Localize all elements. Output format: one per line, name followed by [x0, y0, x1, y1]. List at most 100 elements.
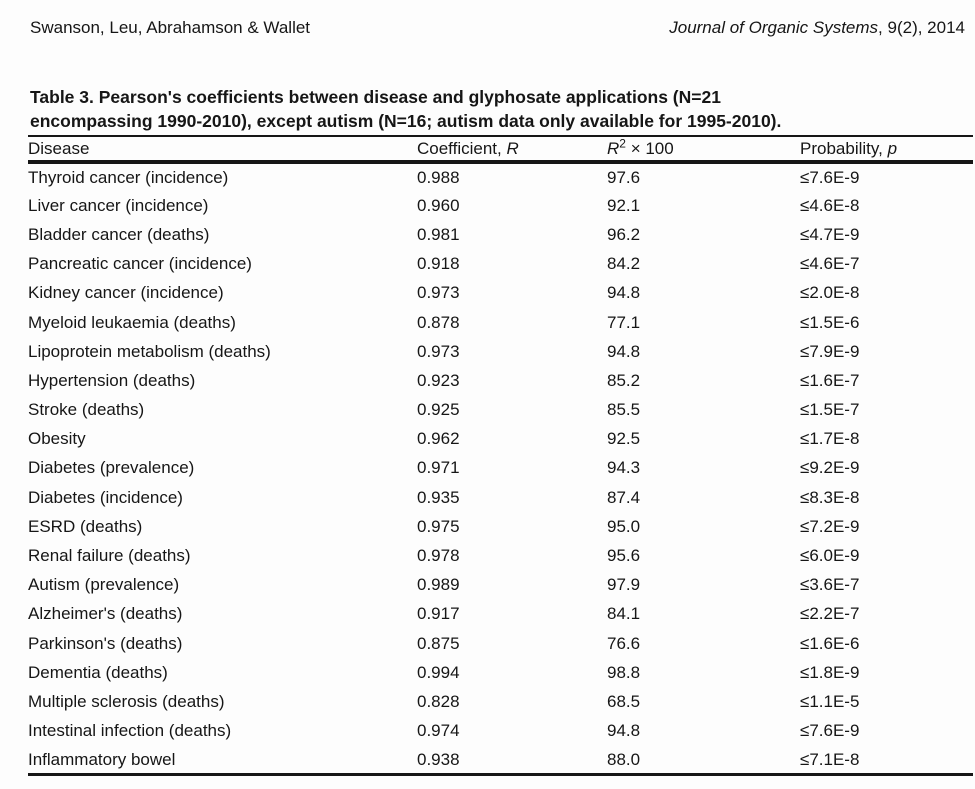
cell-probability: ≤1.1E-5 [800, 691, 860, 711]
table-row: Alzheimer's (deaths) 0.917 84.1 ≤2.2E-7 [28, 600, 973, 629]
cell-probability: ≤2.2E-7 [800, 604, 860, 624]
table-row: Liver cancer (incidence) 0.960 92.1 ≤4.6… [28, 191, 973, 220]
cell-r-squared: 95.6 [607, 546, 641, 566]
cell-coefficient: 0.917 [417, 604, 460, 624]
column-header-coefficient: Coefficient, R [417, 138, 519, 158]
cell-disease: Kidney cancer (incidence) [28, 283, 224, 303]
table-row: Diabetes (prevalence) 0.971 94.3 ≤9.2E-9 [28, 454, 973, 483]
running-head-journal: Journal of Organic Systems, 9(2), 2014 [669, 17, 965, 39]
table-row: Thyroid cancer (incidence) 0.988 97.6 ≤7… [28, 162, 973, 191]
column-header-disease: Disease [28, 138, 90, 158]
cell-coefficient: 0.981 [417, 224, 460, 244]
cell-probability: ≤4.7E-9 [800, 224, 860, 244]
table-row: Obesity 0.962 92.5 ≤1.7E-8 [28, 425, 973, 454]
cell-probability: ≤6.0E-9 [800, 546, 860, 566]
table-row: Renal failure (deaths) 0.978 95.6 ≤6.0E-… [28, 541, 973, 570]
cell-disease: Pancreatic cancer (incidence) [28, 254, 252, 274]
cell-r-squared: 92.5 [607, 429, 641, 449]
cell-probability: ≤4.6E-7 [800, 254, 860, 274]
cell-probability: ≤9.2E-9 [800, 458, 860, 478]
cell-r-squared: 92.1 [607, 195, 641, 215]
cell-disease: Diabetes (incidence) [28, 487, 183, 507]
table-row: Stroke (deaths) 0.925 85.5 ≤1.5E-7 [28, 396, 973, 425]
table-caption-line2: encompassing 1990-2010), except autism (… [30, 111, 782, 131]
pearson-coefficients-table: Disease Coefficient, R R 2 × 100 Probabil… [28, 135, 973, 776]
cell-r-squared: 94.3 [607, 458, 641, 478]
cell-coefficient: 0.978 [417, 546, 460, 566]
cell-coefficient: 0.925 [417, 400, 460, 420]
cell-probability: ≤1.6E-7 [800, 370, 860, 390]
cell-probability: ≤7.2E-9 [800, 516, 860, 536]
cell-probability: ≤7.6E-9 [800, 167, 860, 187]
r-squared-exponent: 2 [619, 135, 626, 150]
cell-disease: Multiple sclerosis (deaths) [28, 691, 225, 711]
cell-coefficient: 0.994 [417, 662, 460, 682]
cell-coefficient: 0.935 [417, 487, 460, 507]
running-head: Swanson, Leu, Abrahamson & Wallet Journa… [30, 17, 965, 39]
table-header-row: Disease Coefficient, R R 2 × 100 Probabil… [28, 136, 973, 162]
cell-probability: ≤1.5E-6 [800, 312, 860, 332]
cell-disease: ESRD (deaths) [28, 516, 143, 536]
cell-probability: ≤1.5E-7 [800, 400, 860, 420]
cell-probability: ≤3.6E-7 [800, 575, 860, 595]
cell-disease: Stroke (deaths) [28, 400, 145, 420]
table-caption: Table 3. Pearson's coefficients between … [30, 85, 965, 133]
cell-probability: ≤7.1E-8 [800, 749, 860, 769]
cell-r-squared: 85.2 [607, 370, 641, 390]
cell-r-squared: 97.9 [607, 575, 641, 595]
cell-r-squared: 94.8 [607, 283, 641, 303]
column-header-probability: Probability, p [800, 138, 898, 158]
cell-r-squared: 88.0 [607, 749, 641, 769]
table-row: Kidney cancer (incidence) 0.973 94.8 ≤2.… [28, 279, 973, 308]
cell-coefficient: 0.878 [417, 312, 460, 332]
cell-r-squared: 94.8 [607, 721, 641, 741]
cell-r-squared: 85.5 [607, 400, 641, 420]
cell-disease: Autism (prevalence) [28, 575, 180, 595]
cell-coefficient: 0.973 [417, 341, 460, 361]
cell-disease: Liver cancer (incidence) [28, 195, 209, 215]
running-head-authors: Swanson, Leu, Abrahamson & Wallet [30, 18, 311, 37]
table-row: Diabetes (incidence) 0.935 87.4 ≤8.3E-8 [28, 483, 973, 512]
table-row: Dementia (deaths) 0.994 98.8 ≤1.8E-9 [28, 658, 973, 687]
table-row: Hypertension (deaths) 0.923 85.2 ≤1.6E-7 [28, 366, 973, 395]
cell-disease: Obesity [28, 429, 86, 449]
table-row: Autism (prevalence) 0.989 97.9 ≤3.6E-7 [28, 571, 973, 600]
journal-title: Journal of Organic Systems [669, 18, 879, 37]
cell-coefficient: 0.962 [417, 429, 460, 449]
cell-coefficient: 0.938 [417, 749, 460, 769]
cell-coefficient: 0.971 [417, 458, 460, 478]
cell-r-squared: 76.6 [607, 633, 641, 653]
cell-disease: Thyroid cancer (incidence) [28, 167, 229, 187]
cell-probability: ≤1.8E-9 [800, 662, 860, 682]
cell-coefficient: 0.989 [417, 575, 460, 595]
cell-probability: ≤7.6E-9 [800, 721, 860, 741]
cell-disease: Inflammatory bowel [28, 749, 176, 769]
cell-probability: ≤1.7E-8 [800, 429, 860, 449]
cell-disease: Parkinson's (deaths) [28, 633, 183, 653]
table-header: Disease Coefficient, R R 2 × 100 Probabil… [28, 136, 973, 162]
cell-r-squared: 94.8 [607, 341, 641, 361]
cell-probability: ≤8.3E-8 [800, 487, 860, 507]
journal-issue: , 9(2), 2014 [878, 18, 965, 37]
cell-disease: Myeloid leukaemia (deaths) [28, 312, 236, 332]
table-row: Parkinson's (deaths) 0.875 76.6 ≤1.6E-6 [28, 629, 973, 658]
table-caption-line1: Table 3. Pearson's coefficients between … [30, 87, 721, 107]
cell-coefficient: 0.875 [417, 633, 460, 653]
cell-r-squared: 84.1 [607, 604, 641, 624]
coefficient-symbol: R [506, 138, 519, 158]
r-squared-times: × 100 [625, 138, 674, 158]
cell-r-squared: 77.1 [607, 312, 641, 332]
table-row: Myeloid leukaemia (deaths) 0.878 77.1 ≤1… [28, 308, 973, 337]
cell-disease: Intestinal infection (deaths) [28, 721, 232, 741]
probability-symbol: p [887, 138, 898, 158]
cell-r-squared: 98.8 [607, 662, 641, 682]
table-body: Thyroid cancer (incidence) 0.988 97.6 ≤7… [28, 162, 973, 775]
cell-coefficient: 0.828 [417, 691, 460, 711]
cell-disease: Bladder cancer (deaths) [28, 224, 210, 244]
table-row: Bladder cancer (deaths) 0.981 96.2 ≤4.7E… [28, 220, 973, 249]
cell-disease: Dementia (deaths) [28, 662, 168, 682]
cell-disease: Diabetes (prevalence) [28, 458, 195, 478]
table-row: Lipoprotein metabolism (deaths) 0.973 94… [28, 337, 973, 366]
table-row: ESRD (deaths) 0.975 95.0 ≤7.2E-9 [28, 512, 973, 541]
cell-disease: Alzheimer's (deaths) [28, 604, 183, 624]
